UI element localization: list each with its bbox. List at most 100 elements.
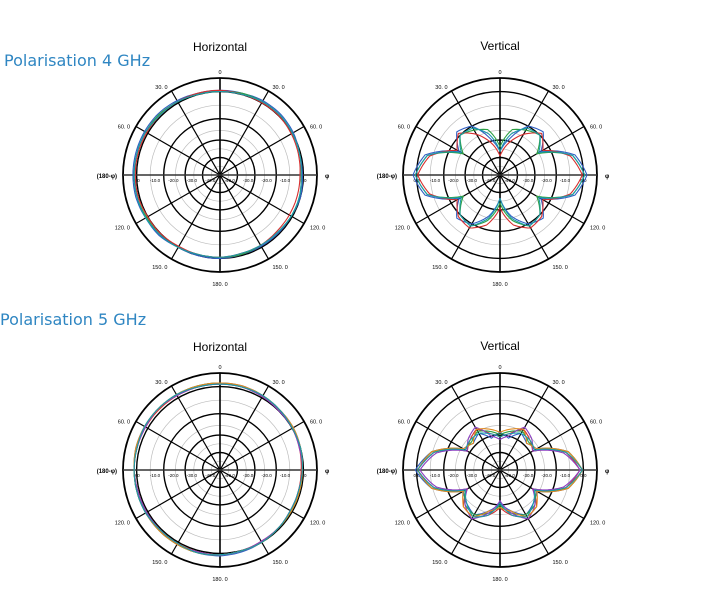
radial-tick-label: 0.0 [580,178,587,183]
radial-tick-label: 0.0 [413,473,420,478]
angle-tick-label: 150. 0 [152,560,167,566]
angle-tick-label: 60. 0 [118,420,130,426]
angle-tick-label: 120. 0 [590,226,605,232]
radial-tick-label: -40.0 [505,473,516,478]
radial-tick-label: -10.0 [560,473,571,478]
angle-tick-label: 30. 0 [553,85,565,91]
angle-tick-label: 30. 0 [553,380,565,386]
series-line-teal [133,383,303,556]
plot-title-4ghz-horizontal: Horizontal [192,40,248,54]
angle-tick-label: 0 [498,70,501,76]
angle-tick-label: φ [605,469,610,475]
series-line-orange [417,428,583,518]
radial-tick-label: -40.0 [485,473,496,478]
angle-tick-label: 0 [218,365,221,371]
radial-tick-label: -30.0 [467,178,478,183]
angle-tick-label: 180. 0 [212,282,227,288]
radial-tick-label: 0.0 [413,178,420,183]
angle-tick-label: 30. 0 [273,85,285,91]
radial-tick-label: -30.0 [523,178,534,183]
series-line-teal [133,90,302,258]
section-title-4ghz: Polarisation 4 GHz [4,51,151,70]
angle-tick-label: 120. 0 [310,226,325,232]
plot-title-5ghz-vertical: Vertical [480,339,520,353]
radial-tick-label: -20.0 [541,178,552,183]
series-line-blue [132,89,303,260]
radial-tick-label: -10.0 [560,178,571,183]
section-title-5ghz: Polarisation 5 GHz [0,310,147,329]
angle-tick-label: 60. 0 [118,125,130,131]
angle-tick-label: 150. 0 [432,265,447,271]
angle-tick-label: 120. 0 [310,521,325,527]
radial-tick-label: -10.0 [280,473,291,478]
series-line-teal [417,432,583,518]
angle-tick-label: 180. 0 [492,282,507,288]
angle-tick-label: (180-φ) [97,174,117,180]
series-line-green [414,128,586,227]
radial-tick-label: -10.0 [150,473,161,478]
radial-tick-label: 0.0 [300,473,307,478]
angle-tick-label: φ [325,469,330,475]
angle-tick-label: 120. 0 [395,521,410,527]
angle-tick-label: 60. 0 [590,125,602,131]
angle-tick-label: 150. 0 [273,265,288,271]
angle-tick-label: 0 [218,70,221,76]
radial-tick-label: 0.0 [133,178,140,183]
angle-tick-label: (180-φ) [97,469,117,475]
angle-tick-label: φ [605,174,610,180]
series-line-red [417,132,583,229]
radial-tick-label: -10.0 [430,178,441,183]
radial-tick-label: -30.0 [243,178,254,183]
radial-tick-label: -20.0 [448,473,459,478]
radial-tick-label: -40.0 [205,178,216,183]
radial-tick-label: -40.0 [505,178,516,183]
angle-tick-label: 120. 0 [115,521,130,527]
angle-tick-label: 150. 0 [553,560,568,566]
radial-tick-label: -20.0 [448,178,459,183]
radial-tick-label: -10.0 [150,178,161,183]
angle-tick-label: 30. 0 [155,380,167,386]
angle-tick-label: 180. 0 [212,577,227,583]
series-line-teal [414,127,586,227]
angle-tick-label: 120. 0 [395,226,410,232]
radial-tick-label: -30.0 [467,473,478,478]
angle-tick-label: 120. 0 [590,521,605,527]
plot-title-4ghz-vertical: Vertical [480,39,520,53]
radial-tick-label: 0.0 [580,473,587,478]
angle-tick-label: 30. 0 [273,380,285,386]
angle-tick-label: 30. 0 [435,380,447,386]
angle-tick-label: 150. 0 [152,265,167,271]
radial-tick-label: -40.0 [225,473,236,478]
radial-tick-label: 0.0 [300,178,307,183]
radial-tick-label: -30.0 [187,178,198,183]
radial-tick-label: -20.0 [261,178,272,183]
radial-tick-label: -30.0 [523,473,534,478]
radial-tick-label: -20.0 [168,178,179,183]
angle-tick-label: 0 [498,365,501,371]
angle-tick-label: 60. 0 [398,420,410,426]
angle-tick-label: φ [325,174,330,180]
radial-tick-label: -20.0 [261,473,272,478]
angle-tick-label: 30. 0 [155,85,167,91]
angle-tick-label: (180-φ) [377,174,397,180]
angle-tick-label: 60. 0 [590,420,602,426]
radial-tick-label: 0.0 [133,473,140,478]
angle-tick-label: 60. 0 [310,420,322,426]
angle-tick-label: (180-φ) [377,469,397,475]
radial-tick-label: -10.0 [430,473,441,478]
radial-tick-label: -20.0 [541,473,552,478]
angle-tick-label: 60. 0 [398,125,410,131]
radial-tick-label: -30.0 [243,473,254,478]
radial-tick-label: -30.0 [187,473,198,478]
angle-tick-label: 150. 0 [553,265,568,271]
plot-title-5ghz-horizontal: Horizontal [192,340,248,354]
angle-tick-label: 180. 0 [492,577,507,583]
angle-tick-label: 60. 0 [310,125,322,131]
radial-tick-label: -10.0 [280,178,291,183]
angle-tick-label: 150. 0 [273,560,288,566]
radial-tick-label: -40.0 [485,178,496,183]
